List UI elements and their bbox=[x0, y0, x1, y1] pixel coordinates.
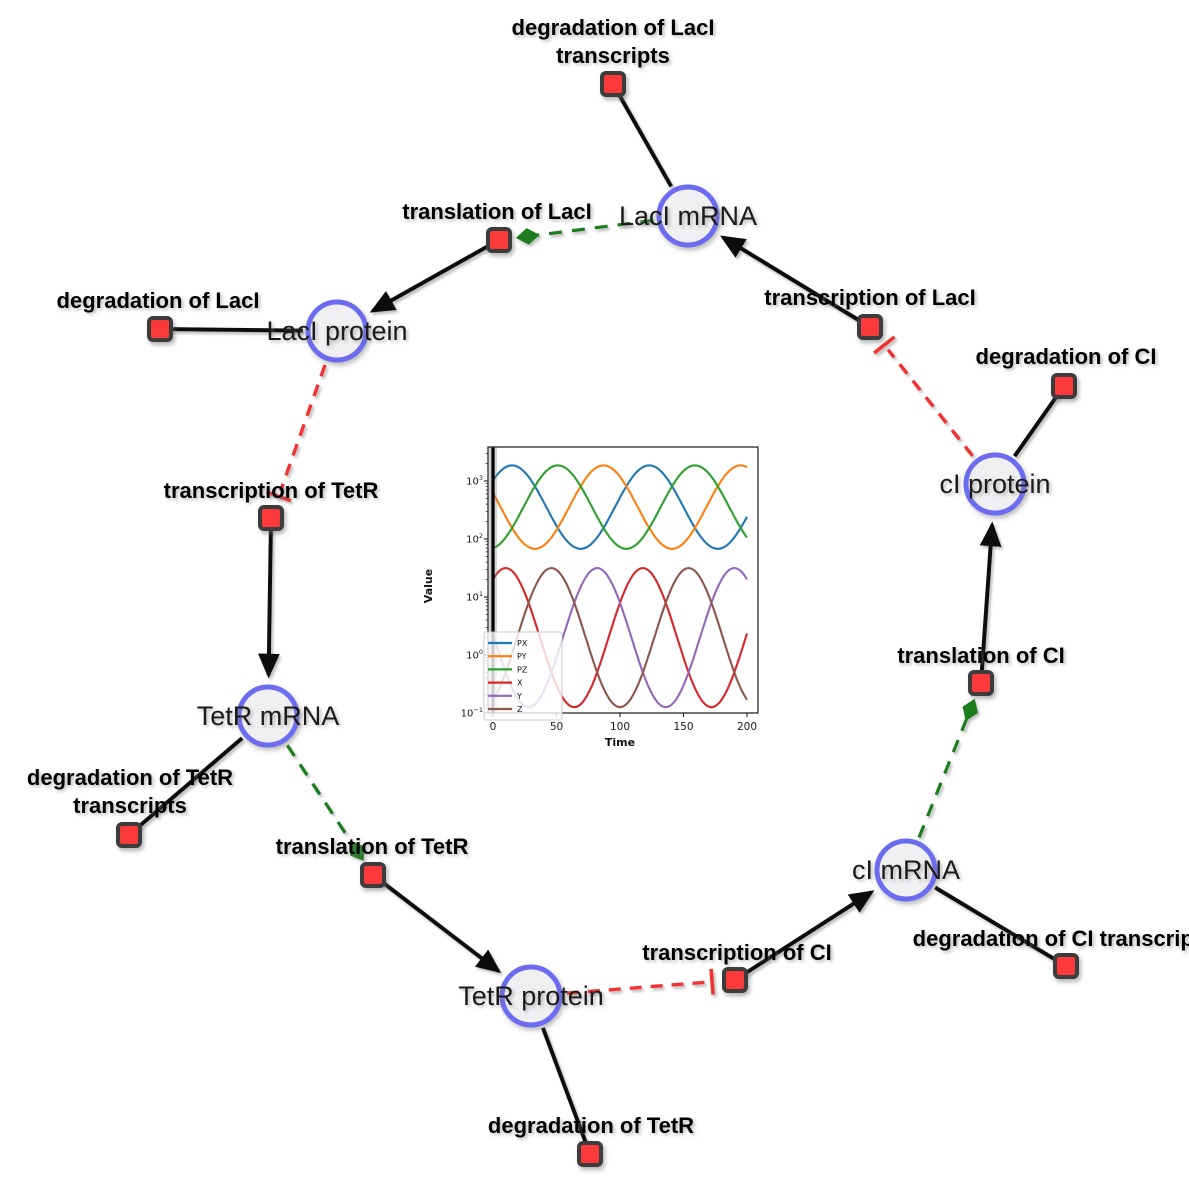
species-node-laci-mrna[interactable]: LacI mRNA bbox=[619, 184, 757, 248]
species-label-laci-protein: LacI protein bbox=[266, 315, 408, 346]
reaction-label-translation-of-laci: translation of LacI bbox=[402, 199, 592, 225]
edge-consumption-tetr_protein-deg_tetr bbox=[541, 1027, 592, 1155]
species-label-laci-mrna: LacI mRNA bbox=[618, 200, 758, 231]
reaction-node-degradation-of-laci-transcripts[interactable] bbox=[600, 71, 626, 97]
reaction-label-transcription-of-tetr: transcription of TetR bbox=[163, 478, 379, 504]
svg-text:150: 150 bbox=[673, 721, 693, 733]
edge-inhibition-tbar-laci_protein-txn_tetr bbox=[265, 490, 292, 503]
reaction-node-degradation-of-tetr[interactable] bbox=[577, 1141, 603, 1167]
chart-series-PY bbox=[492, 464, 748, 550]
edge-inhibition-tetr_protein-txn_ci bbox=[566, 980, 707, 995]
species-node-ci-mrna[interactable]: cI mRNA bbox=[852, 838, 960, 902]
species-label-ci-mrna: cI mRNA bbox=[852, 854, 960, 885]
reaction-node-degradation-of-ci[interactable] bbox=[1051, 373, 1077, 399]
edge-production-txn_tetr-tetr_mrna bbox=[258, 517, 280, 679]
edge-production-txn_laci-laci_mrna bbox=[720, 235, 872, 329]
svg-text:50: 50 bbox=[550, 721, 563, 733]
chart-legend: PX PY PZ XYZ bbox=[483, 631, 563, 721]
svg-text:PY: PY bbox=[517, 652, 527, 661]
svg-text:0: 0 bbox=[490, 721, 497, 733]
svg-text:PX: PX bbox=[517, 639, 528, 648]
reaction-label-degradation-of-laci-transcripts: degradation of LacI transcripts bbox=[511, 15, 715, 69]
species-node-tetr-protein[interactable]: TetR protein bbox=[458, 964, 604, 1028]
svg-text:101: 101 bbox=[466, 590, 483, 604]
reaction-node-translation-of-tetr[interactable] bbox=[360, 862, 386, 888]
reaction-label-transcription-of-laci: transcription of LacI bbox=[764, 285, 976, 311]
edge-production-translation_tetr-tetr_protein bbox=[371, 873, 502, 974]
inset-chart: 10−1 100 101 102 103 0 50 100 150 200 Time Value PX P… bbox=[420, 436, 780, 766]
edge-inhibition-tbar-tetr_protein-txn_ci bbox=[709, 968, 715, 995]
chart-series-Z bbox=[492, 566, 748, 709]
edge-inhibition-laci_protein-txn_tetr bbox=[279, 364, 327, 492]
reaction-label-degradation-of-tetr: degradation of TetR bbox=[487, 1113, 695, 1139]
edge-inhibition-ci_protein-txn_laci bbox=[886, 348, 974, 457]
reaction-node-degradation-of-tetr-transcripts[interactable] bbox=[116, 822, 142, 848]
reaction-label-translation-of-tetr: translation of TetR bbox=[275, 834, 469, 860]
reaction-node-transcription-of-laci[interactable] bbox=[857, 314, 883, 340]
reaction-label-degradation-of-laci: degradation of LacI bbox=[56, 288, 260, 314]
species-label-ci-protein: cI protein bbox=[939, 468, 1051, 499]
edge-consumption-ci_mrna-deg_ci_transcripts bbox=[934, 885, 1068, 968]
reaction-label-transcription-of-ci: transcription of CI bbox=[642, 940, 832, 966]
reaction-node-degradation-of-laci[interactable] bbox=[147, 316, 173, 342]
svg-text:200: 200 bbox=[737, 721, 757, 733]
svg-text:100: 100 bbox=[466, 648, 483, 662]
species-label-tetr-protein: TetR protein bbox=[458, 980, 604, 1011]
edge-inhibition-tbar-ci_protein-txn_laci bbox=[873, 335, 896, 355]
species-node-laci-protein[interactable]: LacI protein bbox=[266, 299, 408, 363]
svg-text:Z: Z bbox=[517, 705, 523, 714]
svg-text:103: 103 bbox=[466, 474, 483, 488]
edge-consumption-tetr_mrna-deg_tetr_transcripts bbox=[127, 736, 244, 837]
species-label-tetr-mrna: TetR mRNA bbox=[196, 700, 340, 731]
edge-consumption-laci_mrna-deg_laci_transcripts bbox=[611, 83, 673, 188]
svg-text:Y: Y bbox=[516, 692, 522, 701]
reaction-node-transcription-of-ci[interactable] bbox=[722, 967, 748, 993]
chart-series-group bbox=[491, 464, 749, 709]
svg-text:102: 102 bbox=[466, 532, 483, 546]
reaction-label-degradation-of-tetr-transcripts: degradation of TetR transcripts bbox=[26, 765, 234, 819]
reaction-node-transcription-of-tetr[interactable] bbox=[258, 505, 284, 531]
svg-text:100: 100 bbox=[610, 721, 630, 733]
svg-text:10−1: 10−1 bbox=[461, 706, 483, 720]
chart-plot-area bbox=[487, 446, 759, 714]
edge-production-translation_ci-ci_protein bbox=[979, 521, 1002, 684]
edge-modifier-ci_mrna-translation_ci bbox=[917, 698, 978, 839]
svg-text:X: X bbox=[517, 679, 523, 688]
reaction-label-translation-of-ci: translation of CI bbox=[897, 643, 1065, 669]
reaction-node-translation-of-laci[interactable] bbox=[486, 227, 512, 253]
edge-consumption-laci_protein-deg_laci bbox=[159, 327, 304, 333]
reaction-label-degradation-of-ci-transcripts: degradation of CI transcripts bbox=[912, 926, 1189, 952]
species-node-tetr-mrna[interactable]: TetR mRNA bbox=[197, 684, 339, 748]
svg-text:PZ: PZ bbox=[517, 665, 528, 674]
edge-production-txn_ci-ci_mrna bbox=[733, 890, 875, 982]
reaction-node-degradation-of-ci-transcripts[interactable] bbox=[1053, 953, 1079, 979]
reaction-label-degradation-of-ci: degradation of CI bbox=[975, 344, 1157, 370]
species-node-ci-protein[interactable]: cI protein bbox=[939, 452, 1051, 516]
chart-y-axis-label: Value bbox=[422, 569, 435, 603]
reaction-node-translation-of-ci[interactable] bbox=[968, 670, 994, 696]
chart-series-PZ bbox=[492, 464, 748, 550]
edge-production-translation_laci-laci_protein bbox=[369, 238, 500, 313]
chart-x-axis-label: Time bbox=[605, 736, 635, 749]
